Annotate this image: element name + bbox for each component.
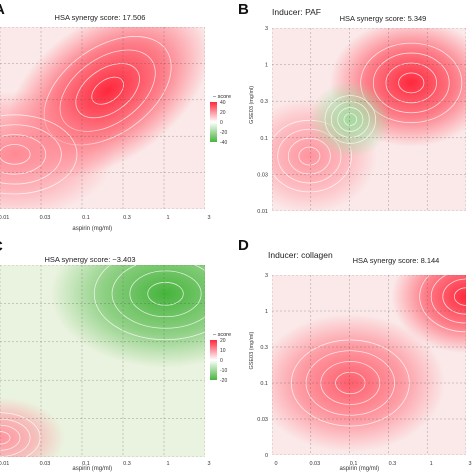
x-tick-label: 0.1: [82, 215, 90, 221]
x-tick-label: 0.03: [309, 461, 320, 467]
x-tick-label: 1: [166, 461, 169, 467]
contour-line: [398, 72, 425, 94]
inducer-label: Inducer: PAF: [272, 7, 321, 17]
legend-title: – score: [213, 332, 231, 338]
heatmap-surface: [0, 265, 205, 457]
colorbar: [210, 102, 217, 142]
chart-title: HSA synergy score: 17.506: [55, 13, 146, 22]
contour-line: [337, 107, 364, 132]
panel-b: B Inducer: PAF HSA synergy score: 5.349 3 1 0…: [238, 1, 466, 215]
x-tick-label: 0.3: [389, 461, 397, 467]
x-axis-label: aspirin (mg/ml): [339, 466, 379, 472]
x-tick-label: 0.03: [40, 461, 51, 467]
legend-tick-label: -10: [220, 368, 227, 374]
y-tick-label: 0.01: [257, 209, 268, 215]
x-tick-label: 3: [207, 215, 210, 221]
heatmap-surface: [0, 27, 205, 209]
panel-d: D Inducer: collagen HSA synergy score: 8.1…: [238, 237, 472, 472]
x-axis-label: aspirin (mg/ml): [72, 226, 112, 232]
contour-line: [287, 137, 331, 175]
heatmap-surface: [272, 28, 466, 211]
y-tick-label: 3: [265, 26, 268, 32]
x-tick-label: 1: [166, 215, 169, 221]
contour-line: [129, 270, 202, 318]
contour-line: [330, 101, 370, 138]
panel-letter: B: [238, 1, 249, 18]
panel-letter: D: [238, 237, 249, 254]
y-tick-label: 1: [265, 309, 268, 315]
contour-line: [0, 412, 41, 457]
legend-tick-label: -40: [220, 140, 227, 146]
chart-title: HSA synergy score: 8.144: [353, 256, 440, 265]
x-tick-label: 0.01: [0, 215, 9, 221]
contour-line: [0, 431, 11, 445]
x-tick-label: 1: [430, 461, 433, 467]
inducer-label: Inducer: collagen: [268, 250, 333, 260]
legend-tick-label: 0: [220, 358, 223, 364]
legend-tick-label: 10: [220, 348, 226, 354]
y-tick-label: 0.03: [257, 417, 268, 423]
colorbar: [210, 340, 217, 380]
y-axis-label: GSE03 (mg/ml): [249, 331, 255, 369]
y-tick-label: 1: [265, 63, 268, 69]
legend-tick-label: -20: [220, 378, 227, 384]
contour-line: [93, 265, 205, 341]
contour-line: [0, 144, 31, 165]
contour-line: [442, 278, 466, 315]
y-tick-label: 3: [265, 273, 268, 279]
y-tick-label: 0.3: [260, 345, 268, 351]
x-tick-label: 0.3: [123, 215, 131, 221]
y-axis-label: GSE03 (mg/ml): [249, 86, 255, 124]
legend-tick-label: 0: [220, 120, 223, 126]
contour-line: [0, 418, 31, 457]
hotspot: [309, 81, 392, 158]
hotspot: [0, 90, 115, 209]
hotspot: [391, 275, 466, 354]
panel-letter: A: [0, 1, 5, 18]
x-tick-label: 0.1: [82, 461, 90, 467]
contour-line: [343, 113, 358, 126]
x-axis-label: aspirin (mg/ml): [72, 466, 112, 472]
x-tick-label: 0.1: [350, 461, 358, 467]
y-tick-label: 0.3: [260, 99, 268, 105]
contour-line: [419, 275, 466, 333]
panel-c: C HSA synergy score: −3.403 0.01 0.03 0.1 0.3…: [0, 238, 231, 472]
legend-tick-label: 40: [220, 100, 226, 106]
legend-title: – score: [213, 94, 231, 100]
y-tick-label: 0.1: [260, 136, 268, 142]
contour-line: [0, 134, 47, 175]
contour-line: [111, 265, 205, 329]
panel-letter: C: [0, 238, 3, 255]
legend-tick-label: 20: [220, 110, 226, 116]
chart-title: HSA synergy score: −3.403: [44, 255, 135, 264]
y-tick-label: 0.03: [257, 172, 268, 178]
contour-line: [0, 124, 62, 185]
contour-line: [385, 62, 437, 104]
contour-line: [0, 424, 21, 451]
x-tick-label: 0: [274, 461, 277, 467]
legend-tick-label: 20: [220, 338, 226, 344]
x-tick-label: 3: [468, 461, 471, 467]
chart-title: HSA synergy score: 5.349: [340, 14, 427, 23]
x-tick-label: 0.01: [0, 461, 9, 467]
contour-line: [0, 114, 78, 195]
contour-line: [305, 350, 395, 416]
x-tick-label: 0.03: [40, 215, 51, 221]
contour-line: [324, 95, 377, 144]
hotspot: [0, 397, 65, 457]
contour-line: [372, 52, 450, 114]
y-tick-label: 0.1: [260, 381, 268, 387]
x-tick-label: 3: [207, 461, 210, 467]
contour-line: [147, 281, 184, 306]
panel-a: A HSA synergy score: 17.506 0.01 0.03 0.1 0.3…: [0, 1, 231, 232]
contour-line: [298, 146, 321, 166]
legend-tick-label: -20: [220, 130, 227, 136]
heatmap-surface: [272, 275, 466, 455]
x-tick-label: 0.3: [123, 461, 131, 467]
y-tick-label: 0: [265, 453, 268, 459]
